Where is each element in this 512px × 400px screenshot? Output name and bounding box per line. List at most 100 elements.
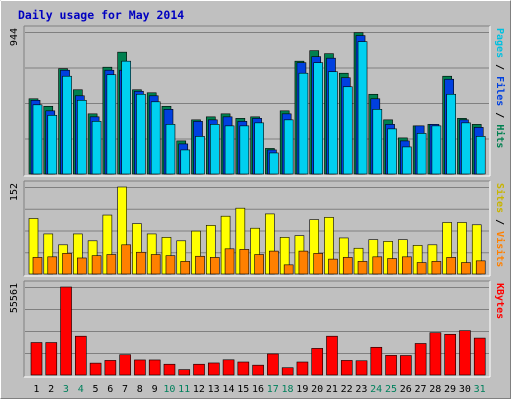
bar-visits	[269, 250, 279, 275]
bar-pages	[77, 99, 87, 175]
bar-visits	[32, 257, 43, 275]
bar-visits	[328, 258, 338, 275]
series-label-part: Sites	[494, 183, 506, 213]
bar-kbytes	[311, 348, 324, 376]
y-max-label: 152	[9, 183, 20, 201]
bar-visits	[195, 255, 205, 275]
bar-kbytes	[207, 362, 220, 376]
bar-kbytes	[193, 363, 205, 376]
bar-visits	[416, 262, 427, 275]
bar-kbytes	[326, 335, 338, 376]
bar-pages	[195, 136, 205, 175]
x-tick-label: 28	[429, 384, 441, 395]
bar-visits	[446, 257, 456, 275]
bar-visits	[224, 248, 235, 275]
x-tick-label: 17	[267, 384, 279, 395]
bar-pages	[136, 93, 146, 175]
panel-visits-sites: 152 Sites / Visits	[9, 180, 506, 277]
bar-kbytes	[444, 333, 456, 376]
plot-area-kbytes	[24, 281, 490, 377]
bar-pages	[239, 125, 250, 175]
bar-visits	[239, 249, 250, 275]
bar-pages	[461, 122, 471, 175]
bar-kbytes	[30, 342, 43, 376]
bar-pages	[106, 74, 117, 175]
x-tick-label: 16	[252, 384, 264, 395]
bar-visits	[150, 254, 161, 275]
bar-pages	[357, 41, 368, 175]
bar-pages	[475, 136, 486, 175]
bar-pages	[180, 149, 191, 175]
bar-visits	[313, 253, 324, 275]
bar-visits	[77, 257, 87, 275]
series-label-part: /	[494, 213, 505, 231]
series-axis-label: Pages / Files / Hits	[494, 28, 506, 148]
bar-kbytes	[45, 342, 58, 376]
panels: 944 Pages / Files / Hits 152 Sites / Visits…	[9, 25, 506, 378]
x-tick-label: 3	[63, 384, 69, 395]
series-label-part: Visits	[494, 231, 506, 267]
x-tick-label: 10	[163, 384, 175, 395]
bar-visits	[121, 244, 131, 275]
bar-visits	[165, 255, 176, 275]
bar-kbytes	[163, 363, 176, 376]
bar-kbytes	[252, 364, 264, 376]
bar-kbytes	[104, 360, 117, 376]
bar-pages	[313, 62, 324, 175]
bar-kbytes	[75, 335, 87, 376]
x-tick-label: 24	[370, 384, 382, 395]
series-label-part: Files	[494, 76, 506, 106]
bar-kbytes	[340, 360, 353, 376]
bar-kbytes	[400, 355, 412, 376]
bar-kbytes	[89, 362, 102, 376]
series-label-part: Hits	[494, 124, 506, 148]
x-tick-label: 18	[282, 384, 294, 395]
bar-pages	[150, 101, 161, 175]
bar-kbytes	[119, 354, 131, 376]
bar-kbytes	[267, 353, 279, 376]
x-tick-label: 29	[444, 384, 456, 395]
bar-visits	[357, 261, 368, 275]
bar-visits	[402, 256, 412, 275]
x-tick-label: 13	[208, 384, 220, 395]
bar-pages	[209, 124, 220, 175]
bar-kbytes	[237, 361, 250, 376]
bar-visits	[461, 262, 471, 275]
bar-visits	[342, 257, 353, 275]
x-tick-label: 20	[311, 384, 323, 395]
bar-visits	[372, 256, 383, 275]
bar-visits	[387, 258, 397, 275]
bar-visits	[475, 260, 486, 275]
bar-visits	[283, 264, 294, 275]
x-tick-label: 26	[400, 384, 412, 395]
bar-pages	[269, 152, 279, 175]
x-tick-label: 14	[222, 384, 234, 395]
x-tick-label: 19	[296, 384, 308, 395]
x-tick-label: 2	[48, 384, 54, 395]
x-tick-label: 4	[78, 384, 84, 395]
chart-title: Daily usage for May 2014	[18, 8, 184, 22]
series-axis-label: KBytes	[494, 283, 505, 319]
x-tick-label: 12	[193, 384, 205, 395]
x-tick-label: 7	[122, 384, 128, 395]
bar-pages	[62, 75, 72, 175]
x-tick-label: 25	[385, 384, 397, 395]
bar-visits	[91, 255, 102, 275]
bar-visits	[209, 257, 220, 275]
bar-visits	[136, 251, 146, 275]
bar-kbytes	[355, 360, 368, 376]
bar-pages	[372, 109, 383, 175]
bar-pages	[165, 124, 176, 175]
x-tick-label: 21	[326, 384, 338, 395]
bar-pages	[342, 86, 353, 175]
bar-visits	[106, 254, 117, 275]
x-tick-label: 5	[92, 384, 98, 395]
bar-kbytes	[414, 343, 427, 376]
series-label-part: Pages	[494, 28, 505, 58]
panel-hits-files-pages: 944 Pages / Files / Hits	[9, 25, 506, 177]
bar-visits	[298, 250, 309, 275]
x-axis-labels: 1 2 3 4 5 6 7 8 9 10 11 12 13 14 15 16 17 18 19 20 21 22 23 24 2…	[33, 384, 485, 395]
bar-pages	[224, 125, 235, 175]
bar-kbytes	[385, 355, 397, 376]
